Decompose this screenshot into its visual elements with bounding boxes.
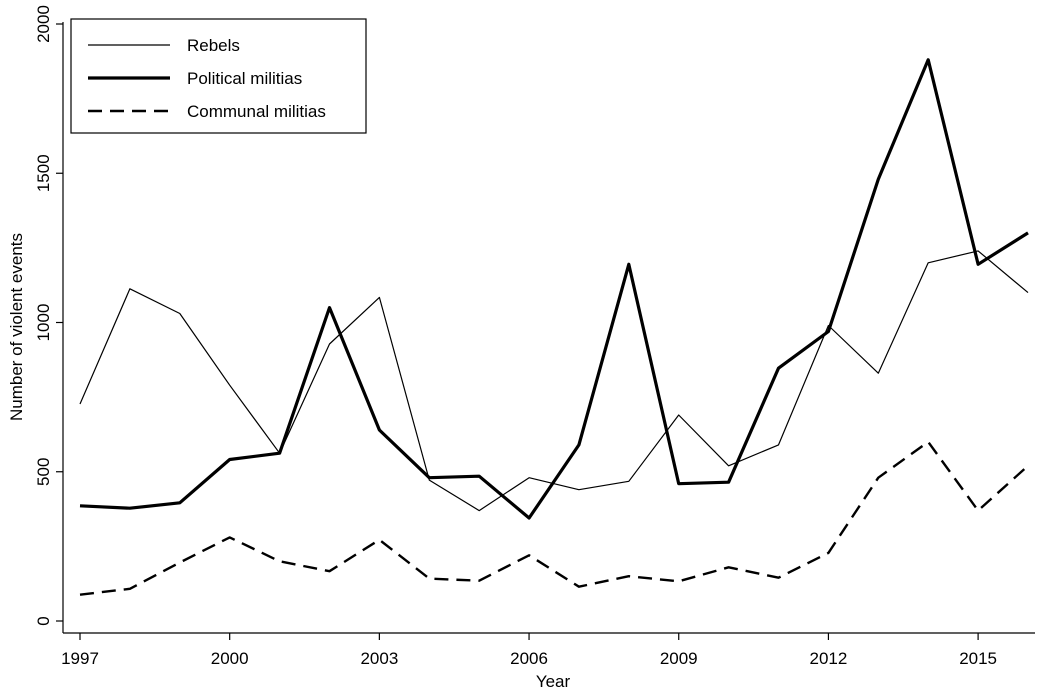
series-lines [79, 58, 1029, 596]
legend-label-political-militias: Political militias [187, 69, 302, 88]
y-axis-title: Number of violent events [7, 233, 26, 421]
y-tick-label: 500 [34, 458, 53, 486]
x-tick-label: 2015 [959, 649, 997, 668]
legend-label-communal-militias: Communal militias [187, 102, 326, 121]
x-ticks: 1997 2000 2003 2006 2009 2012 2015 [61, 633, 997, 668]
y-tick-label: 1500 [34, 154, 53, 192]
x-tick-label: 2003 [360, 649, 398, 668]
x-tick-label: 2000 [211, 649, 249, 668]
legend-label-rebels: Rebels [187, 36, 240, 55]
x-tick-label: 2012 [810, 649, 848, 668]
series-line-communal-militias [79, 440, 1029, 596]
axes [62, 22, 1035, 634]
x-tick-label: 2006 [510, 649, 548, 668]
y-tick-label: 2000 [34, 5, 53, 43]
y-ticks: 0 500 1000 1500 2000 [34, 5, 63, 626]
y-tick-label: 1000 [34, 304, 53, 342]
legend-box [70, 18, 367, 134]
x-tick-label: 2009 [660, 649, 698, 668]
x-tick-label: 1997 [61, 649, 99, 668]
x-axis-title: Year [536, 672, 571, 691]
y-tick-label: 0 [34, 616, 53, 625]
legend: Rebels Political militias Communal milit… [70, 18, 367, 134]
series-line-political-militias [79, 58, 1029, 520]
